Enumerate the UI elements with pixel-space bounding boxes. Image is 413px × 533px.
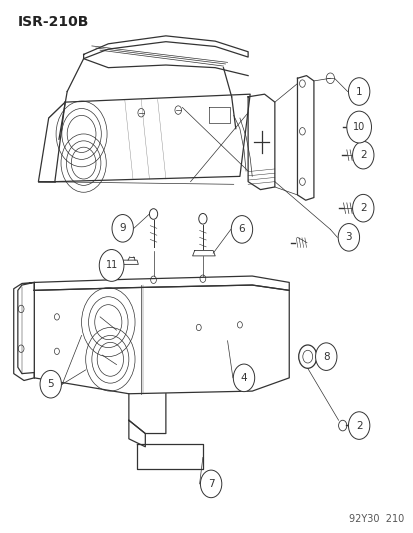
Text: 5: 5	[47, 379, 54, 389]
Text: 2: 2	[359, 150, 366, 160]
Text: 7: 7	[207, 479, 214, 489]
Circle shape	[337, 223, 359, 251]
Circle shape	[346, 111, 370, 143]
Circle shape	[348, 412, 369, 439]
Text: 8: 8	[322, 352, 329, 361]
Text: 92Y30  210: 92Y30 210	[348, 514, 404, 523]
Circle shape	[315, 343, 336, 370]
Text: 11: 11	[105, 261, 117, 270]
Circle shape	[352, 195, 373, 222]
Circle shape	[352, 141, 373, 169]
Circle shape	[231, 216, 252, 243]
Text: 4: 4	[240, 373, 247, 383]
Text: ISR-210B: ISR-210B	[18, 14, 89, 29]
Circle shape	[200, 470, 221, 498]
Circle shape	[40, 370, 61, 398]
Circle shape	[233, 364, 254, 392]
Text: 3: 3	[345, 232, 351, 243]
Circle shape	[99, 249, 123, 281]
Text: 2: 2	[359, 203, 366, 213]
Text: 1: 1	[355, 86, 362, 96]
Text: 6: 6	[238, 224, 244, 235]
Text: 2: 2	[355, 421, 362, 431]
Circle shape	[348, 78, 369, 106]
Text: 9: 9	[119, 223, 126, 233]
Text: 10: 10	[352, 122, 364, 132]
Circle shape	[112, 215, 133, 242]
